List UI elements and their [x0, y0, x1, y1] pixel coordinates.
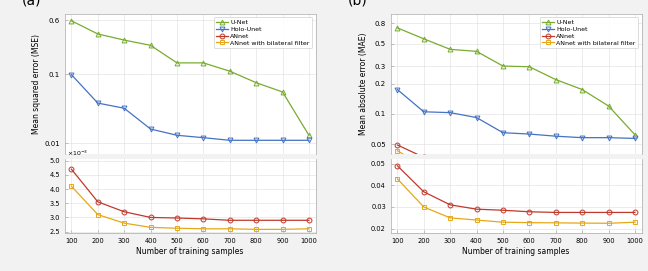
Text: (a): (a) [22, 0, 41, 8]
Text: (b): (b) [348, 0, 368, 8]
Y-axis label: Mean squared error (MSE): Mean squared error (MSE) [32, 34, 41, 134]
X-axis label: Number of training samples: Number of training samples [463, 247, 570, 256]
X-axis label: Number of training samples: Number of training samples [137, 247, 244, 256]
Legend: U-Net, Holo-Unet, ANnet, ANnet with bilateral filter: U-Net, Holo-Unet, ANnet, ANnet with bila… [214, 17, 312, 49]
Y-axis label: Mean absolute error (MAE): Mean absolute error (MAE) [358, 33, 367, 135]
Legend: U-Net, Holo-Unet, ANnet, ANnet with bilateral filter: U-Net, Holo-Unet, ANnet, ANnet with bila… [540, 17, 638, 49]
Text: $\times10^{-3}$: $\times10^{-3}$ [67, 149, 89, 159]
